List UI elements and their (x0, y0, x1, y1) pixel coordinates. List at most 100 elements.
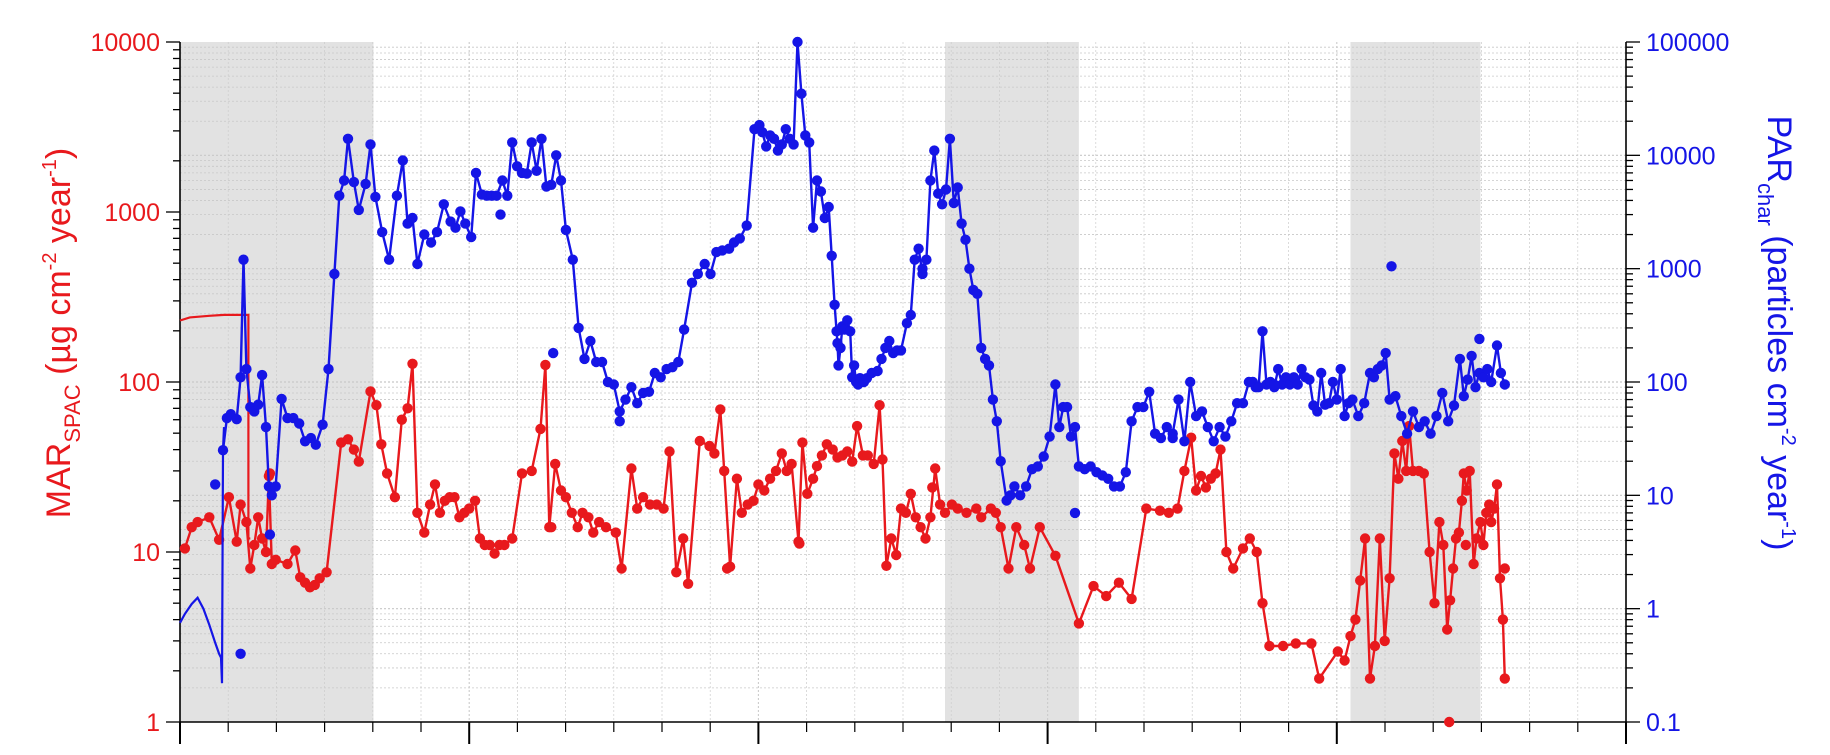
data-point (952, 503, 963, 514)
data-point (705, 268, 716, 280)
series-right-start-line (179, 427, 226, 684)
data-point (1237, 398, 1249, 409)
data-point (868, 458, 879, 470)
data-point (1069, 421, 1081, 433)
data-point (940, 184, 952, 195)
data-point (217, 445, 229, 456)
data-point (811, 460, 823, 472)
data-point (365, 139, 376, 150)
data-point (507, 533, 518, 544)
data-point (833, 360, 844, 371)
data-point (1386, 261, 1397, 272)
data-point (245, 563, 256, 574)
data-point (1353, 410, 1364, 422)
data-point (1200, 482, 1212, 493)
data-point (526, 465, 537, 477)
data-point (768, 133, 780, 144)
data-point (719, 465, 730, 477)
data-point (815, 186, 827, 197)
data-point (290, 545, 301, 556)
data-point (464, 503, 475, 514)
data-point (995, 522, 1006, 533)
data-point (1088, 580, 1099, 592)
data-point (1005, 490, 1016, 501)
data-point (1327, 376, 1339, 388)
data-point (905, 309, 916, 321)
data-point (1003, 563, 1014, 574)
data-point (412, 507, 423, 518)
data-point (939, 507, 951, 518)
data-point (704, 440, 715, 452)
data-point (620, 394, 631, 405)
data-point (1499, 673, 1511, 684)
data-point (797, 437, 808, 448)
data-point (972, 288, 983, 299)
data-point (1126, 593, 1137, 605)
data-point (551, 150, 562, 161)
data-point (991, 416, 1002, 427)
y-left-tick-label: 100 (118, 369, 160, 397)
data-point (314, 573, 325, 584)
data-point (1434, 516, 1445, 528)
series-left-line (183, 362, 1506, 680)
data-point (1407, 406, 1419, 417)
data-point (489, 548, 500, 559)
data-point (1264, 640, 1275, 652)
data-point (588, 527, 599, 538)
data-point (1466, 350, 1477, 362)
data-point (901, 318, 913, 329)
data-point (342, 133, 354, 144)
data-point (353, 204, 364, 216)
data-point (391, 190, 403, 201)
data-point (823, 201, 834, 213)
data-point (521, 168, 532, 179)
data-point (1418, 468, 1430, 479)
y-right-tick-label: 1000 (1646, 256, 1702, 284)
data-point (1273, 363, 1284, 375)
data-point (555, 175, 567, 186)
data-point (264, 468, 276, 479)
data-point (1442, 624, 1453, 635)
data-point (1443, 416, 1454, 427)
data-point (802, 488, 813, 499)
data-point (1390, 391, 1401, 402)
data-point (1296, 363, 1307, 375)
data-point (1471, 533, 1482, 544)
data-point (407, 212, 418, 224)
data-point (1292, 379, 1303, 390)
data-point (371, 400, 382, 411)
data-point (976, 512, 987, 523)
data-point (573, 322, 584, 334)
data-point (872, 365, 883, 377)
data-point (917, 263, 928, 274)
data-point (550, 458, 561, 470)
data-point (956, 218, 967, 229)
data-point (548, 347, 559, 359)
data-point (1350, 614, 1361, 625)
data-point (936, 199, 948, 210)
series-right (179, 36, 1511, 684)
data-point (383, 254, 395, 265)
data-point (329, 268, 340, 280)
data-point (1103, 473, 1114, 484)
data-point (976, 342, 987, 354)
data-point (583, 512, 594, 523)
data-point (1376, 360, 1387, 371)
data-point (396, 414, 407, 425)
data-point (1345, 630, 1356, 642)
data-point (1277, 640, 1289, 652)
data-point (1491, 340, 1503, 351)
y-left-tick-label: 10 (132, 539, 160, 567)
data-point (310, 439, 321, 450)
data-point (1364, 673, 1376, 684)
data-point (424, 499, 436, 510)
data-point (920, 533, 931, 544)
data-point (466, 231, 477, 243)
data-point (811, 175, 823, 186)
data-point (1339, 655, 1350, 666)
data-point (412, 258, 423, 270)
data-point (770, 465, 782, 477)
data-point (905, 488, 916, 499)
data-point (484, 539, 495, 551)
